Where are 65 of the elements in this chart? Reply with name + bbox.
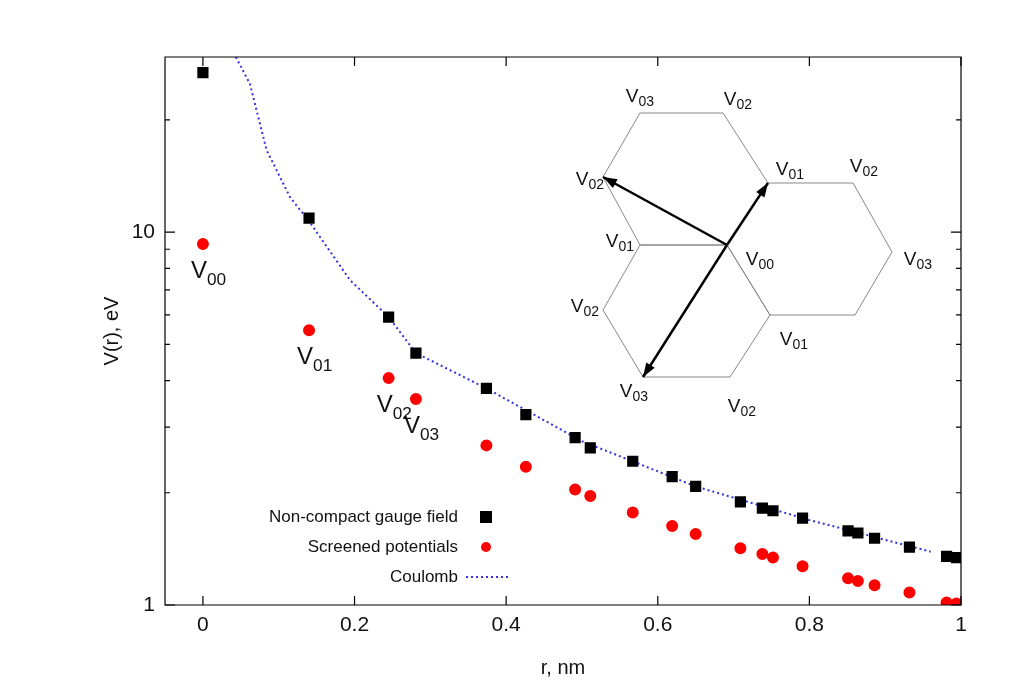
point	[796, 560, 809, 573]
x-tick-label: 0.8	[794, 612, 824, 636]
legend-label: Screened potentials	[307, 536, 458, 556]
annotation: V$_{01}$	[775, 157, 805, 183]
y-axis-title: V(r), eV	[99, 295, 122, 366]
y-tick-label: 10	[131, 218, 155, 242]
point	[197, 66, 209, 79]
point	[382, 372, 395, 385]
point	[903, 541, 916, 553]
point	[842, 525, 854, 537]
point	[734, 496, 746, 508]
point	[666, 519, 679, 532]
x-tick-label: 1	[955, 612, 967, 636]
point	[480, 382, 493, 395]
point	[903, 586, 916, 599]
annotation: V$_{03}$	[903, 247, 933, 273]
point	[196, 238, 209, 251]
point	[767, 505, 779, 517]
point	[950, 552, 961, 564]
point	[569, 432, 581, 444]
legend-label: Non-compact gauge field	[268, 506, 458, 526]
point	[480, 439, 493, 452]
point	[383, 311, 395, 323]
point	[756, 548, 769, 561]
point	[796, 512, 809, 524]
point	[303, 212, 315, 224]
point	[852, 527, 864, 539]
point	[519, 460, 532, 473]
annotation: V$_{02}$	[723, 87, 753, 113]
x-axis-title: r, nm	[540, 655, 586, 678]
annotation: V$_{02}$	[727, 394, 757, 420]
point	[569, 483, 582, 496]
point	[690, 480, 702, 493]
annotation: V$_{01}$	[779, 327, 809, 353]
point	[842, 572, 855, 585]
x-tick-label: 0.4	[491, 612, 522, 636]
annotation: V$_{01}$	[605, 229, 635, 255]
point	[627, 455, 639, 467]
annotation: V$_{02}$	[570, 294, 600, 320]
x-tick-label: 0.2	[339, 612, 370, 636]
point	[584, 490, 597, 503]
point	[734, 542, 747, 555]
annotation: V$_{02}$	[575, 167, 605, 193]
point	[868, 579, 881, 592]
annotation: V$_{03}$	[625, 84, 655, 110]
annotation: V$_{03}$	[619, 379, 649, 405]
x-tick-label: 0.6	[643, 612, 673, 636]
x-tick-label: 0	[197, 612, 209, 636]
annotation: V$_{02}$	[849, 154, 879, 180]
line-series	[234, 57, 932, 553]
legend-label: Coulomb	[389, 566, 458, 586]
point	[689, 528, 702, 541]
point	[766, 551, 779, 564]
point	[303, 324, 316, 337]
point	[410, 347, 422, 359]
point	[584, 442, 596, 454]
point	[409, 392, 422, 405]
point	[851, 574, 864, 587]
point	[868, 532, 881, 544]
point	[666, 471, 678, 483]
point	[756, 502, 768, 514]
annotation: V$_{00}$	[745, 247, 775, 273]
point	[941, 550, 953, 562]
point	[626, 506, 639, 519]
point	[520, 409, 532, 421]
